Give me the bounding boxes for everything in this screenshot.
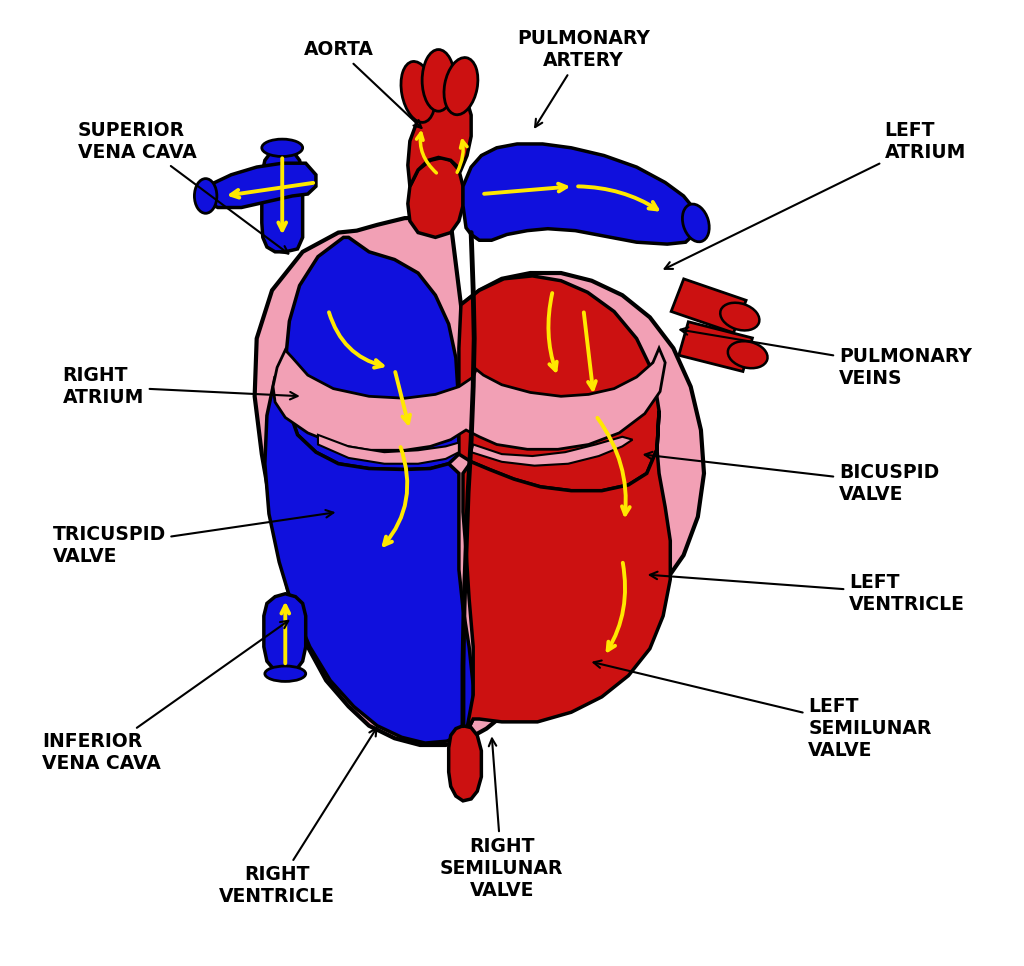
Text: LEFT
ATRIUM: LEFT ATRIUM bbox=[665, 121, 966, 269]
Polygon shape bbox=[265, 367, 473, 743]
Polygon shape bbox=[255, 218, 703, 745]
Polygon shape bbox=[463, 411, 671, 733]
Ellipse shape bbox=[682, 204, 710, 242]
Ellipse shape bbox=[728, 341, 768, 368]
Polygon shape bbox=[318, 435, 459, 464]
Polygon shape bbox=[671, 279, 746, 333]
Ellipse shape bbox=[401, 62, 435, 123]
Text: RIGHT
VENTRICLE: RIGHT VENTRICLE bbox=[219, 728, 377, 906]
Text: RIGHT
ATRIUM: RIGHT ATRIUM bbox=[62, 366, 298, 408]
Ellipse shape bbox=[195, 179, 217, 213]
Ellipse shape bbox=[265, 666, 306, 681]
Ellipse shape bbox=[720, 302, 760, 330]
Text: INFERIOR
VENA CAVA: INFERIOR VENA CAVA bbox=[42, 621, 289, 773]
Text: TRICUSPID
VALVE: TRICUSPID VALVE bbox=[52, 510, 334, 566]
Text: LEFT
SEMILUNAR
VALVE: LEFT SEMILUNAR VALVE bbox=[594, 661, 932, 760]
Ellipse shape bbox=[422, 49, 455, 111]
Polygon shape bbox=[449, 725, 481, 801]
Ellipse shape bbox=[444, 58, 478, 115]
Polygon shape bbox=[408, 157, 463, 238]
Text: PULMONARY
ARTERY: PULMONARY ARTERY bbox=[517, 29, 650, 128]
Polygon shape bbox=[459, 276, 659, 491]
Polygon shape bbox=[262, 148, 303, 252]
Text: PULMONARY
VEINS: PULMONARY VEINS bbox=[680, 327, 972, 388]
Text: SUPERIOR
VENA CAVA: SUPERIOR VENA CAVA bbox=[78, 121, 289, 254]
Text: BICUSPID
VALVE: BICUSPID VALVE bbox=[645, 452, 939, 503]
Polygon shape bbox=[463, 144, 698, 244]
Polygon shape bbox=[471, 437, 633, 466]
Polygon shape bbox=[264, 594, 306, 673]
Ellipse shape bbox=[262, 139, 303, 156]
Text: AORTA: AORTA bbox=[303, 40, 422, 128]
Polygon shape bbox=[204, 163, 316, 208]
Polygon shape bbox=[273, 348, 666, 450]
Polygon shape bbox=[286, 238, 459, 469]
Text: LEFT
VENTRICLE: LEFT VENTRICLE bbox=[650, 572, 965, 614]
Polygon shape bbox=[408, 83, 471, 186]
Polygon shape bbox=[679, 322, 753, 372]
Text: RIGHT
SEMILUNAR
VALVE: RIGHT SEMILUNAR VALVE bbox=[440, 739, 563, 899]
